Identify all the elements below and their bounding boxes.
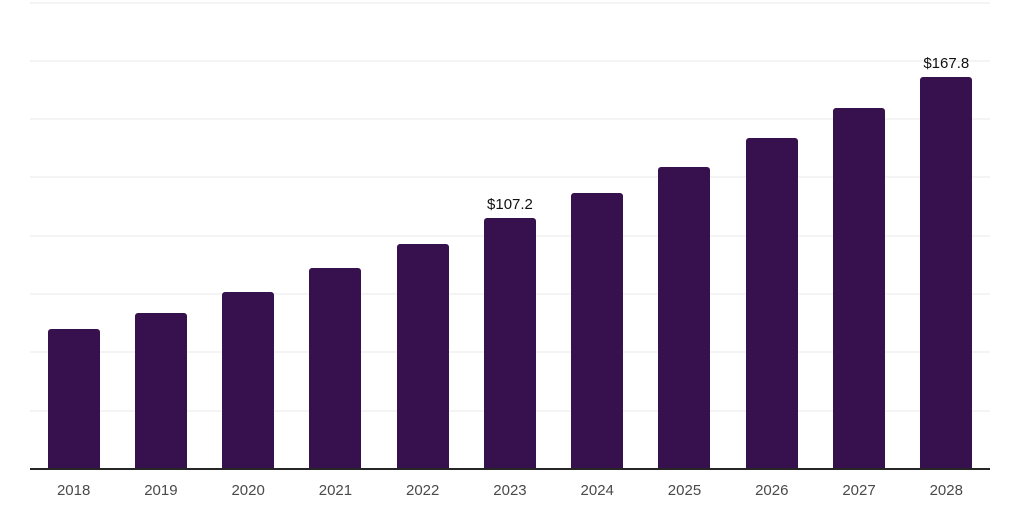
bar-slot-2028: $167.8: [903, 55, 990, 468]
bar-slot-2026: [728, 138, 815, 468]
x-tick-label-2027: 2027: [842, 482, 876, 499]
x-tick-label-2021: 2021: [318, 482, 353, 499]
bar-2022: [396, 243, 449, 468]
bar-slot-2019: [117, 313, 204, 468]
bar-slot-2023: $107.2: [466, 196, 553, 468]
x-tick-label-2023: 2023: [493, 482, 527, 499]
bar-slot-2021: [292, 268, 379, 468]
gridline: [30, 176, 990, 179]
gridline: [30, 59, 990, 62]
bar-2023: [483, 217, 536, 468]
bar-2020: [222, 291, 275, 468]
gridline: [30, 118, 990, 121]
bar-slot-2025: [641, 166, 728, 468]
bar-slot-2022: [379, 243, 466, 468]
gridline: [30, 1, 990, 4]
bar-2028: [920, 76, 973, 468]
data-label-2028: $167.8: [923, 54, 970, 72]
bars-container: $107.2 $167.8: [30, 0, 990, 468]
bar-slot-2024: [554, 193, 641, 468]
x-tick-label-2025: 2025: [667, 482, 702, 499]
data-label-2023: $107.2: [487, 195, 533, 213]
x-tick-label-2024: 2024: [580, 482, 614, 499]
x-axis-labels: 2018 2019 2020 2021 2022 2023 2024 2025 2026 2027…: [30, 481, 990, 501]
bar-slot-2018: [30, 328, 117, 468]
bar-2018: [47, 328, 100, 468]
x-axis-line: [30, 468, 990, 470]
bar-2024: [571, 193, 624, 468]
bar-2027: [833, 108, 886, 468]
x-tick-label-2018: 2018: [56, 482, 91, 499]
bar-slot-2020: [205, 291, 292, 468]
x-tick-label-2020: 2020: [231, 482, 265, 499]
bar-2019: [134, 313, 187, 468]
bar-2025: [658, 166, 711, 468]
bar-slot-2027: [815, 108, 902, 468]
plot-area: $107.2 $167.8: [30, 0, 990, 470]
x-tick-label-2019: 2019: [144, 482, 178, 499]
bar-2021: [309, 268, 362, 468]
x-tick-label-2022: 2022: [406, 482, 440, 499]
x-tick-label-2026: 2026: [755, 482, 789, 499]
bar-2026: [745, 138, 798, 468]
x-tick-label-2028: 2028: [929, 482, 963, 499]
